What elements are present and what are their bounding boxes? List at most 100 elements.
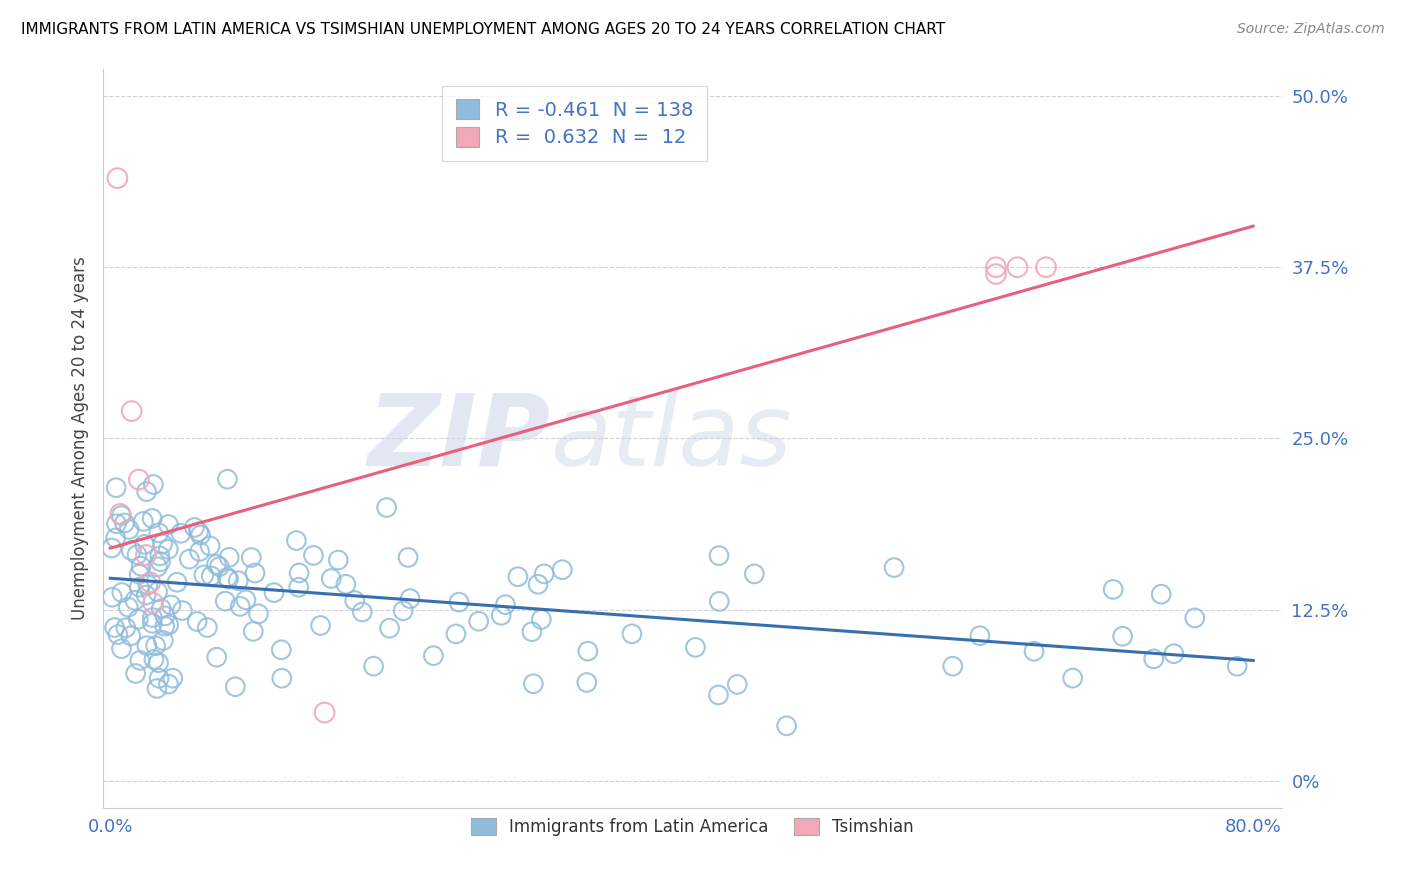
Point bbox=[527, 577, 550, 591]
Point bbox=[363, 659, 385, 673]
Point bbox=[352, 605, 374, 619]
Point bbox=[205, 650, 228, 665]
Point bbox=[984, 267, 1007, 281]
Point bbox=[145, 639, 167, 653]
Point bbox=[166, 575, 188, 590]
Point bbox=[205, 558, 228, 572]
Point bbox=[620, 627, 643, 641]
Point bbox=[157, 517, 180, 532]
Point bbox=[263, 585, 285, 599]
Text: Source: ZipAtlas.com: Source: ZipAtlas.com bbox=[1237, 22, 1385, 37]
Text: IMMIGRANTS FROM LATIN AMERICA VS TSIMSHIAN UNEMPLOYMENT AMONG AGES 20 TO 24 YEAR: IMMIGRANTS FROM LATIN AMERICA VS TSIMSHI… bbox=[21, 22, 945, 37]
Point bbox=[522, 677, 544, 691]
Text: atlas: atlas bbox=[551, 390, 793, 487]
Point bbox=[146, 681, 169, 696]
Point bbox=[270, 642, 292, 657]
Point bbox=[725, 677, 748, 691]
Point bbox=[149, 549, 172, 563]
Point bbox=[135, 484, 157, 499]
Point bbox=[287, 580, 309, 594]
Point bbox=[707, 549, 730, 563]
Point bbox=[129, 559, 152, 574]
Point bbox=[110, 508, 132, 523]
Point bbox=[124, 593, 146, 607]
Point bbox=[160, 598, 183, 612]
Text: ZIP: ZIP bbox=[368, 390, 551, 487]
Point bbox=[146, 584, 169, 599]
Point bbox=[134, 537, 156, 551]
Point bbox=[105, 516, 128, 531]
Point bbox=[214, 594, 236, 608]
Point bbox=[152, 537, 174, 551]
Point bbox=[229, 599, 252, 614]
Point bbox=[775, 719, 797, 733]
Point bbox=[111, 585, 134, 599]
Point bbox=[422, 648, 444, 663]
Point bbox=[150, 601, 173, 615]
Point bbox=[285, 533, 308, 548]
Point bbox=[148, 671, 170, 685]
Point bbox=[1184, 611, 1206, 625]
Point bbox=[396, 550, 419, 565]
Point bbox=[533, 566, 555, 581]
Point bbox=[121, 404, 143, 418]
Point bbox=[969, 629, 991, 643]
Point bbox=[1111, 629, 1133, 643]
Point bbox=[217, 570, 239, 584]
Point bbox=[392, 604, 415, 618]
Point bbox=[135, 548, 157, 562]
Point bbox=[157, 618, 180, 632]
Point bbox=[187, 524, 209, 539]
Point bbox=[153, 619, 176, 633]
Point bbox=[1035, 260, 1057, 275]
Point bbox=[200, 569, 222, 583]
Point bbox=[375, 500, 398, 515]
Point bbox=[139, 575, 162, 590]
Point bbox=[100, 541, 122, 555]
Point bbox=[195, 620, 218, 634]
Point bbox=[575, 675, 598, 690]
Point bbox=[328, 553, 350, 567]
Point bbox=[120, 543, 142, 558]
Point bbox=[506, 570, 529, 584]
Point bbox=[148, 656, 170, 670]
Point bbox=[170, 526, 193, 541]
Point bbox=[707, 688, 730, 702]
Point bbox=[141, 616, 163, 631]
Point bbox=[107, 171, 129, 186]
Point bbox=[141, 511, 163, 525]
Point bbox=[132, 514, 155, 528]
Point bbox=[218, 572, 240, 586]
Point bbox=[444, 627, 467, 641]
Point bbox=[235, 592, 257, 607]
Point bbox=[135, 639, 157, 653]
Point bbox=[142, 596, 165, 610]
Point bbox=[1102, 582, 1125, 597]
Point bbox=[709, 594, 731, 608]
Point bbox=[321, 572, 343, 586]
Point bbox=[217, 472, 239, 486]
Point bbox=[226, 574, 249, 588]
Point bbox=[530, 612, 553, 626]
Point bbox=[152, 633, 174, 648]
Point bbox=[1143, 652, 1166, 666]
Point bbox=[942, 659, 965, 673]
Point bbox=[101, 591, 124, 605]
Point bbox=[118, 522, 141, 536]
Point bbox=[186, 615, 208, 629]
Point bbox=[148, 525, 170, 540]
Point bbox=[172, 603, 194, 617]
Point bbox=[1062, 671, 1084, 685]
Point bbox=[157, 542, 180, 557]
Point bbox=[520, 624, 543, 639]
Point bbox=[128, 653, 150, 667]
Point bbox=[162, 671, 184, 685]
Point bbox=[242, 624, 264, 639]
Point bbox=[146, 560, 169, 574]
Point bbox=[467, 614, 489, 628]
Point bbox=[104, 531, 127, 545]
Point bbox=[198, 539, 221, 553]
Point bbox=[343, 593, 366, 607]
Point bbox=[136, 578, 159, 592]
Point bbox=[489, 608, 512, 623]
